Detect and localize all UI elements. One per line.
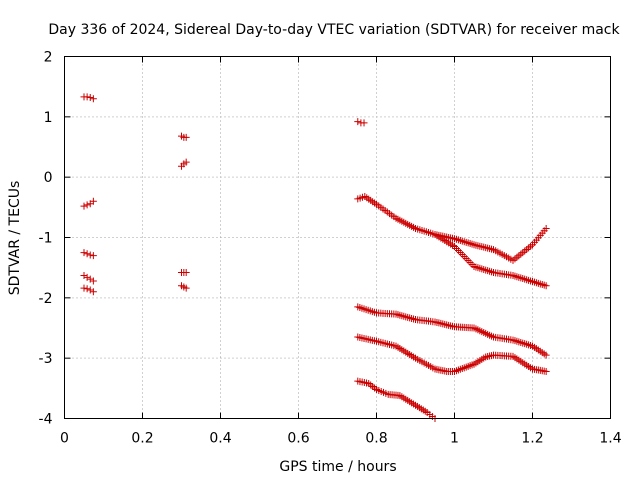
data-point (182, 284, 190, 292)
y-tick-label: 1 (44, 110, 53, 126)
series-track-c-main (354, 192, 550, 264)
y-tick-label: -1 (39, 231, 53, 247)
chart-title: Day 336 of 2024, Sidereal Day-to-day VTE… (48, 22, 620, 38)
data-point (80, 272, 88, 280)
x-axis-label: GPS time / hours (279, 459, 396, 475)
data-point (83, 201, 91, 209)
data-point (542, 282, 550, 290)
series-track-f (354, 377, 439, 422)
data-point (86, 251, 94, 259)
data-point (542, 224, 550, 232)
data-point (182, 133, 190, 141)
x-tick-label: 1.2 (521, 431, 543, 447)
x-tick-label: 0.6 (287, 431, 309, 447)
plot-frame (64, 56, 611, 419)
data-point (80, 249, 88, 257)
data-point (89, 288, 97, 296)
data-point (89, 197, 97, 205)
x-tick-label: 1.4 (599, 431, 621, 447)
series-track-a-mid (80, 197, 97, 210)
data-point (89, 95, 97, 103)
y-tick-label: -3 (39, 351, 53, 367)
series-track-b-low2 (178, 282, 190, 292)
data-point (86, 275, 94, 283)
x-tick-labels: 0 0.2 0.4 0.6 0.8 1 1.2 1.4 (60, 431, 622, 447)
series-track-a-low3 (80, 284, 97, 296)
x-tick-label: 0.2 (131, 431, 153, 447)
data-point (89, 252, 97, 260)
data-point (89, 277, 97, 285)
data-points (80, 93, 550, 422)
data-point (80, 284, 88, 292)
series-track-a-low1 (80, 249, 97, 260)
series-track-b-mid (178, 158, 190, 170)
y-tick-labels: -4 -3 -2 -1 0 1 2 (39, 50, 53, 428)
series-track-e (354, 333, 550, 375)
series-track-d (354, 303, 550, 359)
data-point (360, 119, 368, 127)
series-track-a-low2 (80, 272, 97, 285)
data-point (83, 285, 91, 293)
y-tick-label: 2 (44, 50, 53, 66)
series-track-b-upper (178, 132, 190, 141)
data-point (80, 202, 88, 210)
y-tick-label: 0 (44, 170, 53, 186)
data-point (354, 118, 362, 126)
data-point (182, 158, 190, 166)
data-point (83, 273, 91, 281)
x-tick-label: 0 (60, 431, 69, 447)
x-tick-label: 0.8 (365, 431, 387, 447)
series-track-b-low1 (178, 268, 190, 276)
data-point (83, 250, 91, 258)
data-point (86, 286, 94, 294)
y-tick-label: -4 (39, 412, 53, 428)
x-tick-label: 1 (450, 431, 459, 447)
series-track-c-branch (431, 230, 550, 290)
y-axis-label: SDTVAR / TECUs (7, 181, 23, 296)
data-point (86, 94, 94, 102)
data-point (83, 93, 91, 101)
series-track-c-short (354, 118, 368, 127)
x-tick-label: 0.4 (209, 431, 231, 447)
y-tick-label: -2 (39, 291, 53, 307)
series-track-a-upper (80, 93, 97, 103)
data-point (542, 351, 550, 359)
data-point (182, 268, 190, 276)
data-point (542, 367, 550, 375)
